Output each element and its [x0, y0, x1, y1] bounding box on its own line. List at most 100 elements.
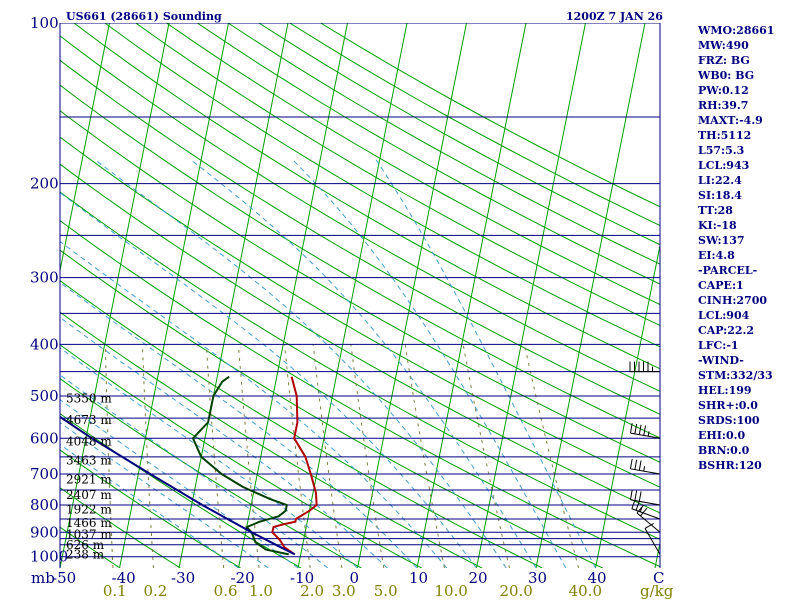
- pressure-tick-label: 200: [30, 175, 59, 193]
- wind-barb: [629, 361, 660, 373]
- dry-adiabat: [73, 23, 660, 370]
- wind-barb-flag: [634, 490, 638, 501]
- dry-adiabat: [104, 23, 660, 348]
- wind-barb: [629, 423, 661, 439]
- mixing-ratio-line: [141, 344, 154, 568]
- index-item: EI:4.8: [698, 249, 735, 262]
- pressure-tick-label: 600: [30, 429, 59, 447]
- moist-adiabat: [375, 158, 596, 568]
- wind-barb-halfflag: [639, 506, 643, 513]
- temperature-tick-label: -20: [231, 569, 255, 587]
- dry-adiabat: [60, 449, 241, 568]
- height-label: 3463 m: [66, 454, 112, 468]
- wind-barb-flag: [643, 425, 646, 436]
- wind-barb-flag: [638, 491, 642, 502]
- index-item: SI:18.4: [698, 189, 742, 202]
- temperature-tick-label: -30: [171, 569, 195, 587]
- pressure-tick-label: 400: [30, 335, 59, 353]
- dry-adiabat: [60, 191, 660, 540]
- wind-barb-flag: [629, 489, 633, 500]
- mixing-ratio-unit-label: g/kg: [640, 582, 674, 600]
- pressure-tick-label: 700: [30, 465, 59, 483]
- mixing-ratio-line: [350, 344, 385, 568]
- temperature-tick-label: -40: [112, 569, 136, 587]
- mixing-ratio-label: 20.0: [499, 582, 532, 600]
- height-label: 2921 m: [66, 472, 112, 486]
- index-item: HEL:199: [698, 384, 752, 397]
- isotherm-line: [178, 23, 289, 568]
- index-item: EHI:0.0: [698, 429, 746, 442]
- isotherm-line: [595, 242, 660, 568]
- dry-adiabat: [60, 59, 660, 415]
- dry-adiabat: [60, 220, 660, 568]
- dewpoint-trace: [191, 375, 290, 556]
- height-label: 2407 m: [66, 488, 112, 502]
- index-item: -PARCEL-: [698, 264, 758, 277]
- index-item: PW:0.12: [698, 84, 749, 97]
- index-item: KI:-18: [698, 219, 737, 232]
- isotherm-line: [535, 23, 646, 568]
- dry-adiabat: [60, 280, 543, 568]
- height-label: 4673 m: [66, 413, 112, 427]
- wind-barb-flag: [629, 458, 633, 469]
- wind-barb-flag: [635, 500, 640, 511]
- wind-barb: [629, 489, 661, 506]
- temperature-unit-label: C: [653, 569, 664, 587]
- pressure-unit-label: mb: [31, 569, 55, 587]
- height-label: 626 m: [66, 538, 105, 552]
- moist-adiabat: [93, 158, 507, 568]
- dry-adiabat: [60, 35, 660, 392]
- moist-adiabat: [60, 240, 448, 568]
- isotherm-line: [416, 23, 527, 568]
- index-item: L57:5.3: [698, 144, 745, 157]
- mixing-ratio-line: [404, 344, 445, 568]
- chart-title: US661 (28661) Sounding: [66, 10, 222, 23]
- pressure-tick-label: 500: [30, 387, 59, 405]
- isotherm-line: [60, 23, 110, 274]
- wind-barb-halfflag: [643, 466, 646, 472]
- dry-adiabat: [60, 84, 660, 439]
- dry-adiabat: [60, 377, 362, 568]
- index-item: LI:22.4: [698, 174, 742, 187]
- index-item: LCL:904: [698, 309, 750, 322]
- index-item: SHR+:0.0: [698, 399, 758, 412]
- index-item: WMO:28661: [698, 24, 775, 37]
- dry-adiabat: [135, 23, 660, 326]
- moist-adiabat: [189, 158, 537, 568]
- dry-adiabat: [60, 344, 422, 568]
- mixing-ratio-label: 0.6: [214, 582, 238, 600]
- wind-barb-staff: [630, 468, 661, 475]
- moist-adiabat: [60, 399, 299, 568]
- temperature-tick-label: 20: [469, 569, 488, 587]
- isotherm-line: [60, 23, 170, 568]
- wind-barb-flag: [636, 505, 644, 514]
- index-item: TH:5112: [698, 129, 752, 142]
- index-item: FRZ: BG: [698, 54, 750, 67]
- mixing-ratio-line: [524, 344, 580, 568]
- isotherm-line: [0, 23, 50, 568]
- pressure-tick-label: 800: [30, 496, 59, 514]
- wind-barb: [636, 505, 661, 533]
- pressure-tick-label: 300: [30, 269, 59, 287]
- temperature-tick-label: -10: [290, 569, 314, 587]
- mixing-ratio-label: 5.0: [374, 582, 398, 600]
- pressure-tick-label: 1000: [30, 548, 68, 566]
- height-label: 238 m: [66, 547, 105, 561]
- index-item: CAP:22.2: [698, 324, 755, 337]
- index-item: SW:137: [698, 234, 745, 247]
- dry-adiabat: [60, 249, 603, 568]
- index-item: BSHR:120: [698, 459, 762, 472]
- sounding-indices-panel: WMO:28661 MW:490 FRZ: BG WB0: BG PW:0.12 RH:3…: [698, 23, 798, 473]
- temperature-tick-label: 0: [350, 569, 360, 587]
- parcel-trace: [60, 415, 296, 556]
- mixing-ratio-line: [104, 344, 114, 568]
- wind-barb-column: [629, 361, 661, 555]
- wind-barb-halfflag: [647, 431, 650, 437]
- dry-adiabat: [60, 163, 660, 514]
- temperature-trace: [271, 376, 318, 556]
- moist-adiabat: [60, 281, 418, 568]
- dry-adiabat: [197, 23, 660, 285]
- mixing-ratio-label: 0.1: [103, 582, 127, 600]
